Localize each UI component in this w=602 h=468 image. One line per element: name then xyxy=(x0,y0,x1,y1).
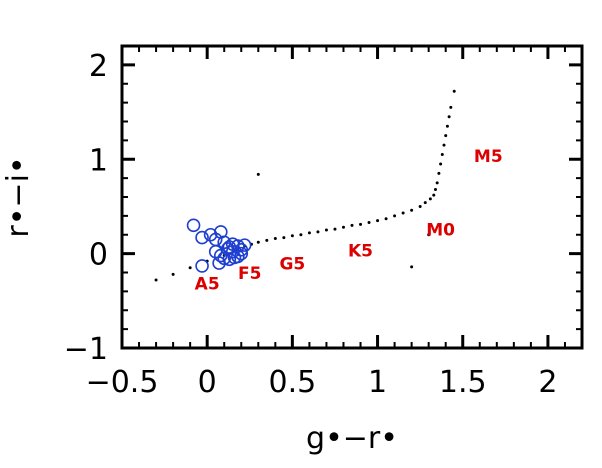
star-dot xyxy=(427,233,431,237)
spectral-type-label: M5 xyxy=(474,147,503,167)
x-tick-label: 0 xyxy=(198,365,217,400)
star-dot xyxy=(256,172,260,176)
star-dot xyxy=(439,162,443,166)
star-dot xyxy=(316,230,320,234)
spectral-type-label: M0 xyxy=(426,221,455,241)
star-dot xyxy=(324,228,328,232)
y-tick-label: −1 xyxy=(64,332,108,367)
star-dot xyxy=(433,187,437,191)
x-tick-label: 0.5 xyxy=(269,365,317,400)
star-dot xyxy=(401,211,405,215)
x-tick-label: 1 xyxy=(368,365,387,400)
star-dot xyxy=(444,134,448,138)
spectral-type-label: G5 xyxy=(279,255,305,275)
star-dot xyxy=(333,227,337,231)
star-dot xyxy=(423,201,427,205)
axis-tick-labels: −0.5 0 0.5 1 1.5 2 −1 0 1 2 xyxy=(64,49,558,400)
star-dot xyxy=(410,208,414,212)
star-dot xyxy=(341,225,345,229)
star-dot xyxy=(445,124,449,128)
x-tick-label: −0.5 xyxy=(86,365,159,400)
star-dot xyxy=(265,238,269,242)
star-circle-marker xyxy=(227,250,242,265)
star-dot xyxy=(442,143,446,147)
star-dot xyxy=(437,171,441,175)
star-dot xyxy=(188,266,192,270)
star-dot xyxy=(428,197,432,201)
star-dot xyxy=(350,223,354,227)
y-tick-label: 2 xyxy=(89,49,108,84)
star-dot xyxy=(290,234,294,238)
star-dot xyxy=(273,237,277,241)
star-dot xyxy=(435,181,439,185)
star-dot xyxy=(384,217,388,221)
star-circle-marker xyxy=(186,218,201,233)
star-dot xyxy=(154,278,158,282)
star-dot xyxy=(171,272,175,276)
star-dot xyxy=(418,204,422,208)
spectral-type-labels: A5 F5 G5 K5 M0 M5 xyxy=(195,147,503,294)
y-tick-label: 0 xyxy=(89,238,108,273)
star-circle-marker xyxy=(212,256,226,270)
star-circle-marker xyxy=(195,230,209,245)
spectral-type-label: K5 xyxy=(348,241,373,261)
star-dot xyxy=(410,265,414,269)
star-dot xyxy=(282,236,286,240)
x-axis-label: g•−r• xyxy=(306,421,398,456)
spectral-type-label: A5 xyxy=(195,274,220,294)
y-tick-label: 1 xyxy=(89,143,108,178)
star-dot xyxy=(393,214,397,218)
spectral-type-label: F5 xyxy=(238,264,261,284)
plot-frame xyxy=(120,44,584,350)
star-dot xyxy=(359,222,363,226)
star-dot xyxy=(256,240,260,244)
star-dot xyxy=(447,115,451,119)
star-dot xyxy=(452,89,456,93)
star-dot xyxy=(449,105,453,109)
y-axis-label: r•−i• xyxy=(1,156,36,237)
star-dot xyxy=(307,231,311,235)
axis-ticks xyxy=(120,45,583,350)
x-tick-label: 1.5 xyxy=(439,365,487,400)
star-circle-marker xyxy=(195,259,209,273)
star-dot xyxy=(367,220,371,224)
star-dot xyxy=(376,219,380,223)
star-circle-marker xyxy=(234,246,249,261)
star-dot xyxy=(432,193,436,197)
star-dot xyxy=(299,233,303,237)
x-tick-label: 2 xyxy=(538,365,557,400)
star-dot xyxy=(440,153,444,157)
data-points xyxy=(154,89,456,282)
